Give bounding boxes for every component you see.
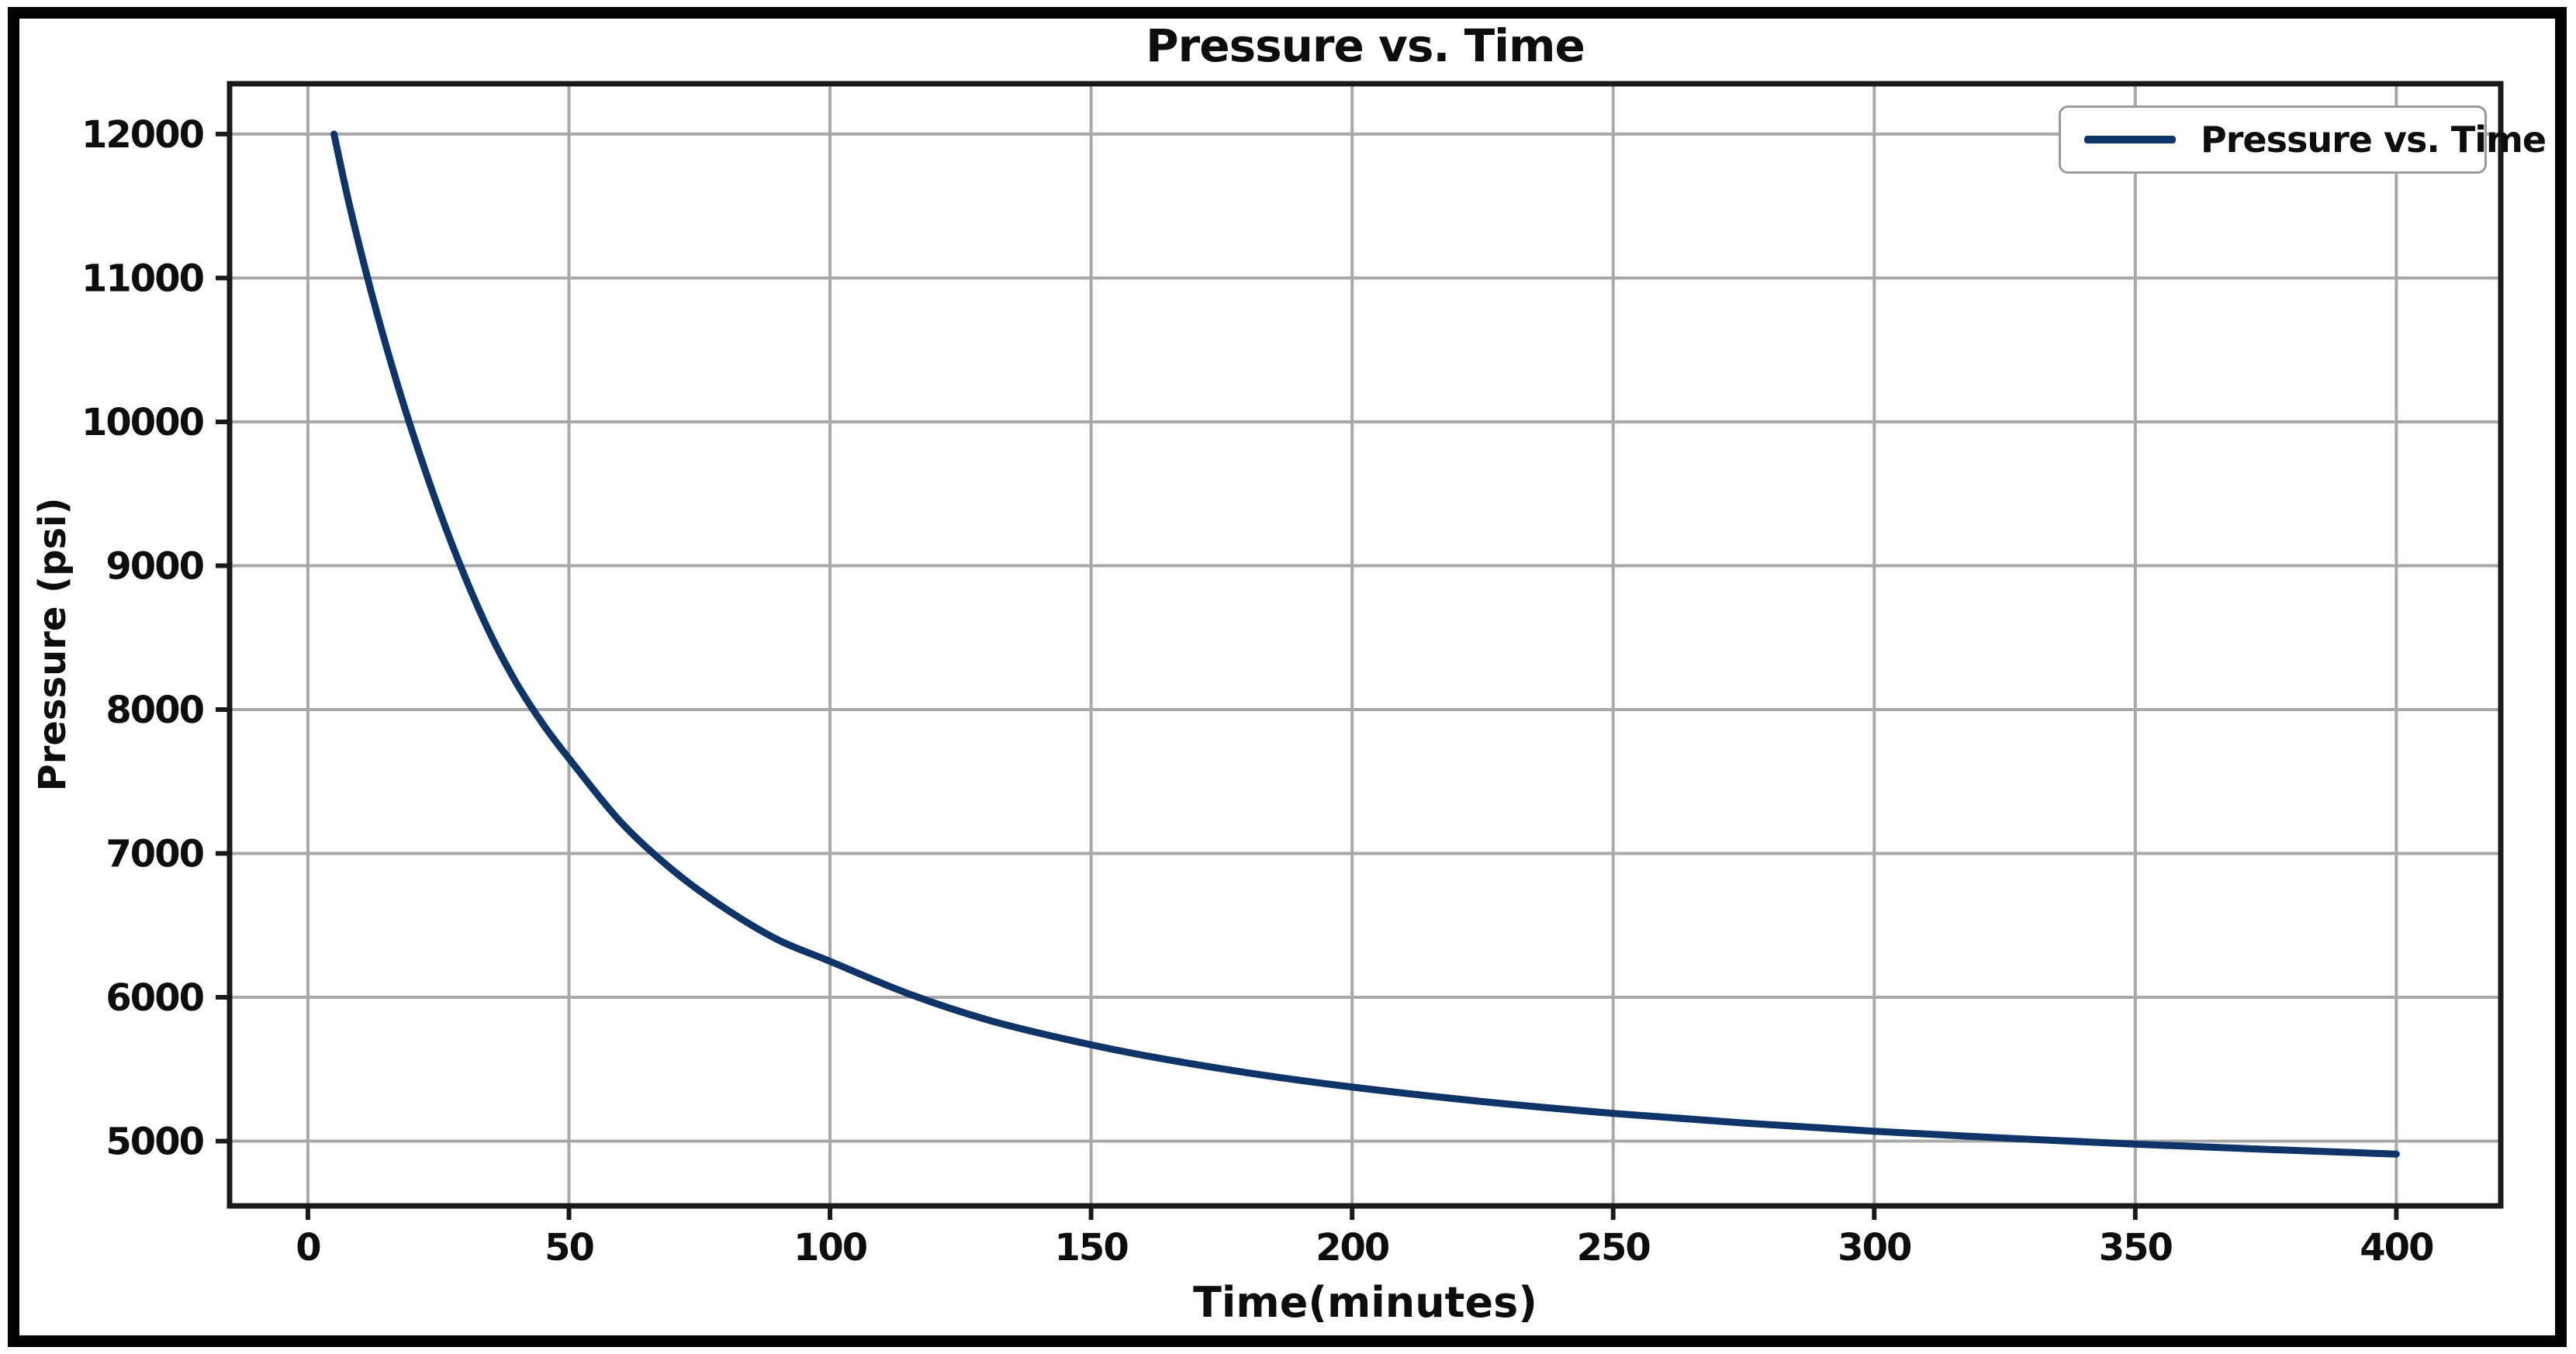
x-axis-label: Time(minutes) — [1193, 1278, 1537, 1327]
tick-label-x-150: 150 — [1055, 1226, 1129, 1269]
tick-label-y-9000: 9000 — [105, 544, 203, 588]
tick-label-y-12000: 12000 — [81, 113, 204, 157]
tick-label-x-200: 200 — [1316, 1226, 1389, 1269]
tick-label-x-250: 250 — [1577, 1226, 1651, 1269]
tick-label-x-350: 350 — [2099, 1226, 2173, 1269]
tick-label-x-100: 100 — [794, 1226, 867, 1269]
tick-label-x-50: 50 — [545, 1226, 593, 1269]
y-axis-label: Pressure (psi) — [31, 497, 74, 792]
legend-entry-label: Pressure vs. Time — [2201, 119, 2547, 161]
tick-label-y-5000: 5000 — [105, 1121, 203, 1164]
legend-line-sample — [2084, 136, 2176, 143]
tick-label-y-7000: 7000 — [105, 832, 203, 876]
tick-label-y-8000: 8000 — [105, 689, 203, 732]
tick-label-y-10000: 10000 — [81, 401, 204, 444]
axes-frame — [226, 81, 2504, 1209]
tick-label-y-6000: 6000 — [105, 976, 203, 1020]
tick-label-y-11000: 11000 — [81, 257, 204, 300]
tick-label-x-400: 400 — [2360, 1226, 2433, 1269]
series-line-0 — [330, 130, 2400, 1158]
legend: Pressure vs. Time — [2059, 105, 2547, 174]
tick-label-x-300: 300 — [1838, 1226, 1911, 1269]
tick-label-x-0: 0 — [296, 1226, 320, 1269]
chart-title: Pressure vs. Time — [1146, 19, 1585, 72]
